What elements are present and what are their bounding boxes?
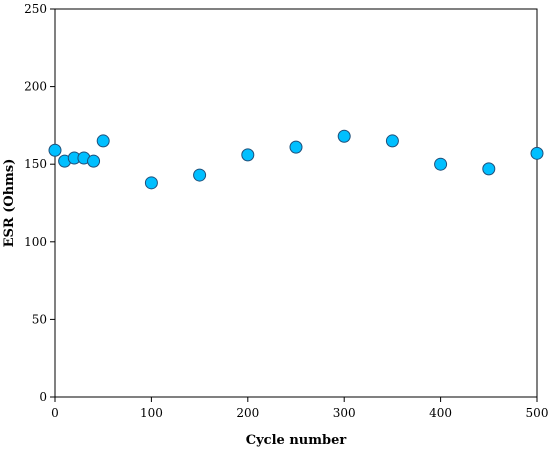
x-tick-label: 0 — [51, 406, 59, 420]
y-tick-label: 200 — [24, 80, 47, 94]
x-tick-label: 300 — [333, 406, 356, 420]
data-point — [144, 176, 158, 190]
data-point — [482, 162, 496, 176]
data-point — [87, 154, 101, 168]
y-tick-label: 250 — [24, 2, 47, 16]
x-tick-label: 100 — [140, 406, 163, 420]
data-point — [385, 134, 399, 148]
y-axis-title: ESR (Ohms) — [2, 159, 17, 248]
x-tick-label: 400 — [429, 406, 452, 420]
data-point — [289, 140, 303, 154]
data-point — [530, 146, 544, 160]
y-tick-label: 50 — [32, 312, 47, 326]
data-point — [48, 143, 62, 157]
y-tick-label: 0 — [39, 390, 47, 404]
x-tick-label: 200 — [236, 406, 259, 420]
data-point — [241, 148, 255, 162]
data-points — [48, 129, 544, 190]
x-axis-title: Cycle number — [246, 433, 347, 448]
y-tick-label: 100 — [24, 235, 47, 249]
data-point — [96, 134, 110, 148]
x-tick-label: 500 — [526, 406, 549, 420]
y-axis-ticks: 0 50 100 150 200 250 — [24, 2, 55, 404]
y-tick-label: 150 — [24, 157, 47, 171]
data-point — [337, 129, 351, 143]
x-axis-ticks: 0 100 200 300 400 500 — [51, 397, 548, 420]
plot-frame — [54, 8, 538, 398]
data-point — [193, 168, 207, 182]
data-point — [434, 157, 448, 171]
